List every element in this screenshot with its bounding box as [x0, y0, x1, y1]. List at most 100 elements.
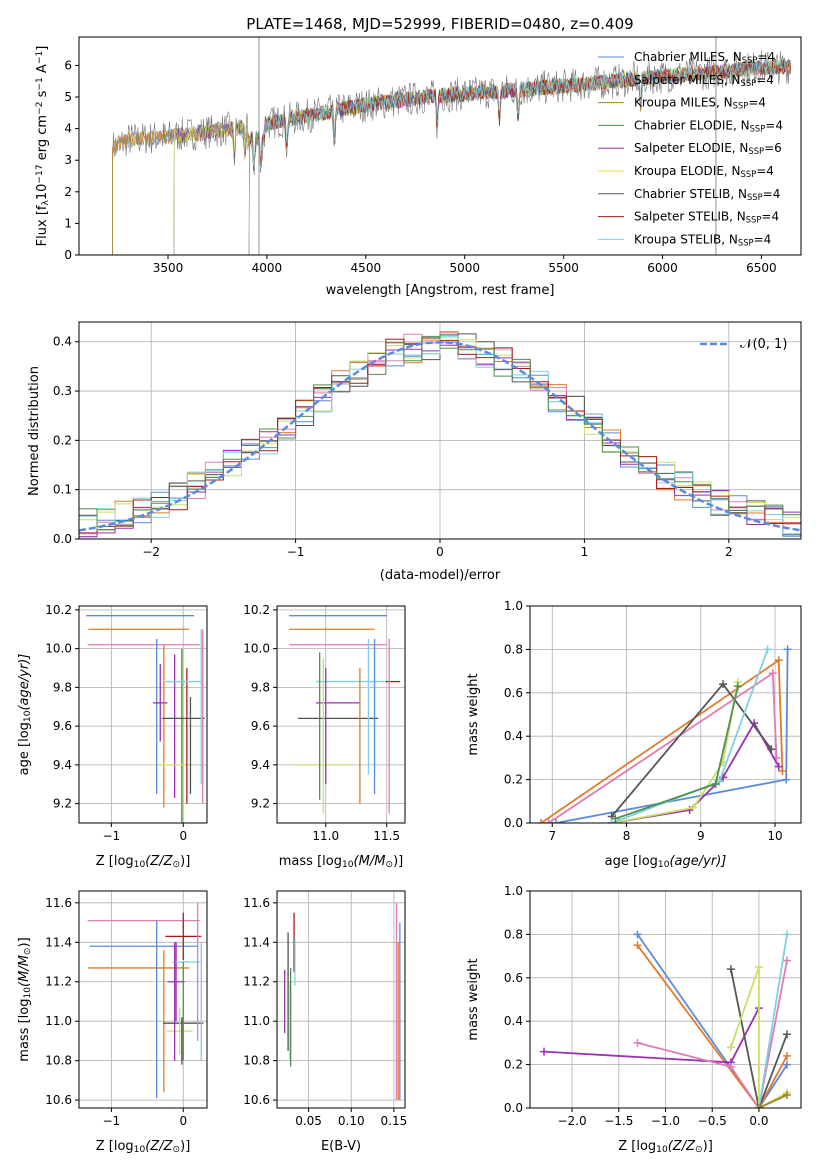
- y-tick-label: 11.6: [45, 896, 72, 910]
- y-axis-label-part: −1: [35, 51, 45, 64]
- y-tick-label: 10.2: [45, 603, 72, 617]
- weight-marker: [774, 656, 783, 665]
- y-tick-label: 9.6: [53, 719, 72, 733]
- weight-line: [730, 968, 788, 1108]
- x-axis-label-part: Z [log: [96, 854, 134, 869]
- weight-marker: [782, 1030, 791, 1039]
- x-tick-label: −2: [142, 545, 160, 559]
- weight-line: [636, 933, 788, 1108]
- x-tick-label: 2: [725, 545, 733, 559]
- y-tick-label: 10.8: [243, 1054, 270, 1068]
- y-axis-label-part: s: [35, 90, 50, 101]
- y-tick-label: 0.3: [53, 384, 72, 398]
- weight-line: [540, 658, 784, 823]
- x-axis-label-part: 10: [134, 1145, 146, 1155]
- y-axis-label-part: erg cm: [35, 115, 50, 164]
- y-tick-label: 11.4: [243, 935, 270, 949]
- x-tick-label: 11.0: [312, 829, 339, 843]
- x-tick-label: −0.5: [698, 1114, 727, 1128]
- legend-label-part: SSP: [742, 55, 758, 65]
- x-axis-label-part: ⊙: [385, 860, 393, 870]
- weight-marker: [733, 682, 742, 691]
- axes-frame: [529, 605, 802, 824]
- y-tick-label: 0.2: [504, 1058, 523, 1072]
- x-tick-label: 0: [179, 829, 187, 843]
- weight-marker: [763, 645, 772, 654]
- y-axis-label: Normed distribution: [27, 366, 42, 496]
- y-tick-label: 9.2: [53, 797, 72, 811]
- weight-line: [611, 681, 739, 823]
- weight-marker: [611, 814, 620, 823]
- y-tick-label: 0.8: [504, 927, 523, 941]
- y-axis-label-part: (M/M: [17, 955, 32, 987]
- x-tick-label: 4000: [252, 261, 283, 275]
- weight-marker: [767, 745, 776, 754]
- y-tick-label: 9.6: [251, 719, 270, 733]
- weight-marker: [768, 669, 777, 678]
- y-tick-label: 9.2: [251, 797, 270, 811]
- legend-label-part: Kroupa MILES, N: [634, 96, 733, 110]
- plot-area: [289, 615, 401, 814]
- legend-label-part: =4: [763, 187, 781, 201]
- x-axis-label: E(B-V): [321, 1139, 361, 1154]
- weight-marker: [551, 819, 560, 823]
- x-tick-label: −1: [103, 829, 121, 843]
- x-axis-label: (data-model)/error: [380, 568, 501, 583]
- x-axis-label-part: 10: [656, 1145, 668, 1155]
- weight-marker: [607, 819, 616, 823]
- y-tick-label: 11.6: [243, 896, 270, 910]
- weight-marker: [754, 1104, 763, 1108]
- mass-weight-vs-metallicity-panel: −2.0 −1.5 −1.0 −0.5 0.0 0.0 0.2 0.4 0.6 0.8 1.0 Z […: [466, 884, 802, 1155]
- y-tick-label: 0.1: [53, 483, 72, 497]
- y-axis-label-part: −17: [35, 164, 45, 183]
- y-tick-label: 0.4: [53, 335, 72, 349]
- x-tick-label: 10: [767, 829, 782, 843]
- normal-curve: [79, 340, 801, 532]
- y-tick-label: 1.0: [504, 599, 523, 613]
- legend-label-part: =4: [756, 164, 774, 178]
- weight-marker: [782, 1051, 791, 1060]
- y-tick-label: 0.0: [504, 816, 523, 830]
- y-tick-label: 9.8: [53, 680, 72, 694]
- weight-marker: [719, 680, 728, 689]
- y-axis-label-part: Flux [f: [35, 205, 50, 246]
- figure-title: PLATE=1468, MJD=52999, FIBERID=0480, z=0…: [246, 15, 633, 33]
- legend-label-part: SSP: [741, 78, 757, 88]
- weight-marker: [782, 956, 791, 965]
- y-tick-label: 9.4: [53, 758, 72, 772]
- y-tick-label: 1: [64, 216, 72, 230]
- y-tick-label: 2: [64, 185, 72, 199]
- y-tick-label: 0.6: [504, 971, 523, 985]
- x-axis-label-part: age [log: [605, 854, 658, 869]
- y-axis-label: mass weight: [466, 958, 481, 1040]
- weight-marker: [726, 1062, 735, 1071]
- y-axis-label-part: ⊙: [23, 947, 33, 955]
- legend-label-part: =4: [756, 73, 774, 87]
- legend-label-part: SSP: [750, 123, 766, 133]
- x-tick-label: −2.0: [557, 1114, 586, 1128]
- legend-label-part: =6: [764, 141, 782, 155]
- x-axis-label-part: Z [log: [618, 1139, 656, 1154]
- legend-label-part: SSP: [733, 101, 749, 111]
- legend-label: Kroupa ELODIE, NSSP=4: [634, 164, 774, 179]
- y-tick-label: 11.2: [243, 975, 270, 989]
- y-axis-label-part: −1: [35, 77, 45, 90]
- y-tick-label: 0.6: [504, 686, 523, 700]
- x-tick-label: 5500: [548, 261, 579, 275]
- plot-area: [79, 331, 801, 538]
- legend-label-part: SSP: [738, 237, 754, 247]
- y-tick-label: 11.0: [45, 1014, 72, 1028]
- x-axis-label-part: ⊙: [695, 1145, 703, 1155]
- x-tick-label: 6000: [647, 261, 678, 275]
- weight-marker: [782, 1060, 791, 1069]
- y-tick-label: 9.4: [251, 758, 270, 772]
- y-tick-label: 0.2: [504, 773, 523, 787]
- y-axis-label-part: 10: [23, 710, 33, 722]
- x-axis-label-part: )]: [180, 1139, 190, 1154]
- y-tick-label: 6: [64, 58, 72, 72]
- legend-label-part: Chabrier ELODIE, N: [634, 118, 750, 132]
- y-tick-label: 0: [64, 248, 72, 262]
- x-tick-label: −1.0: [651, 1114, 680, 1128]
- x-axis-label-part: ⊙: [173, 1145, 181, 1155]
